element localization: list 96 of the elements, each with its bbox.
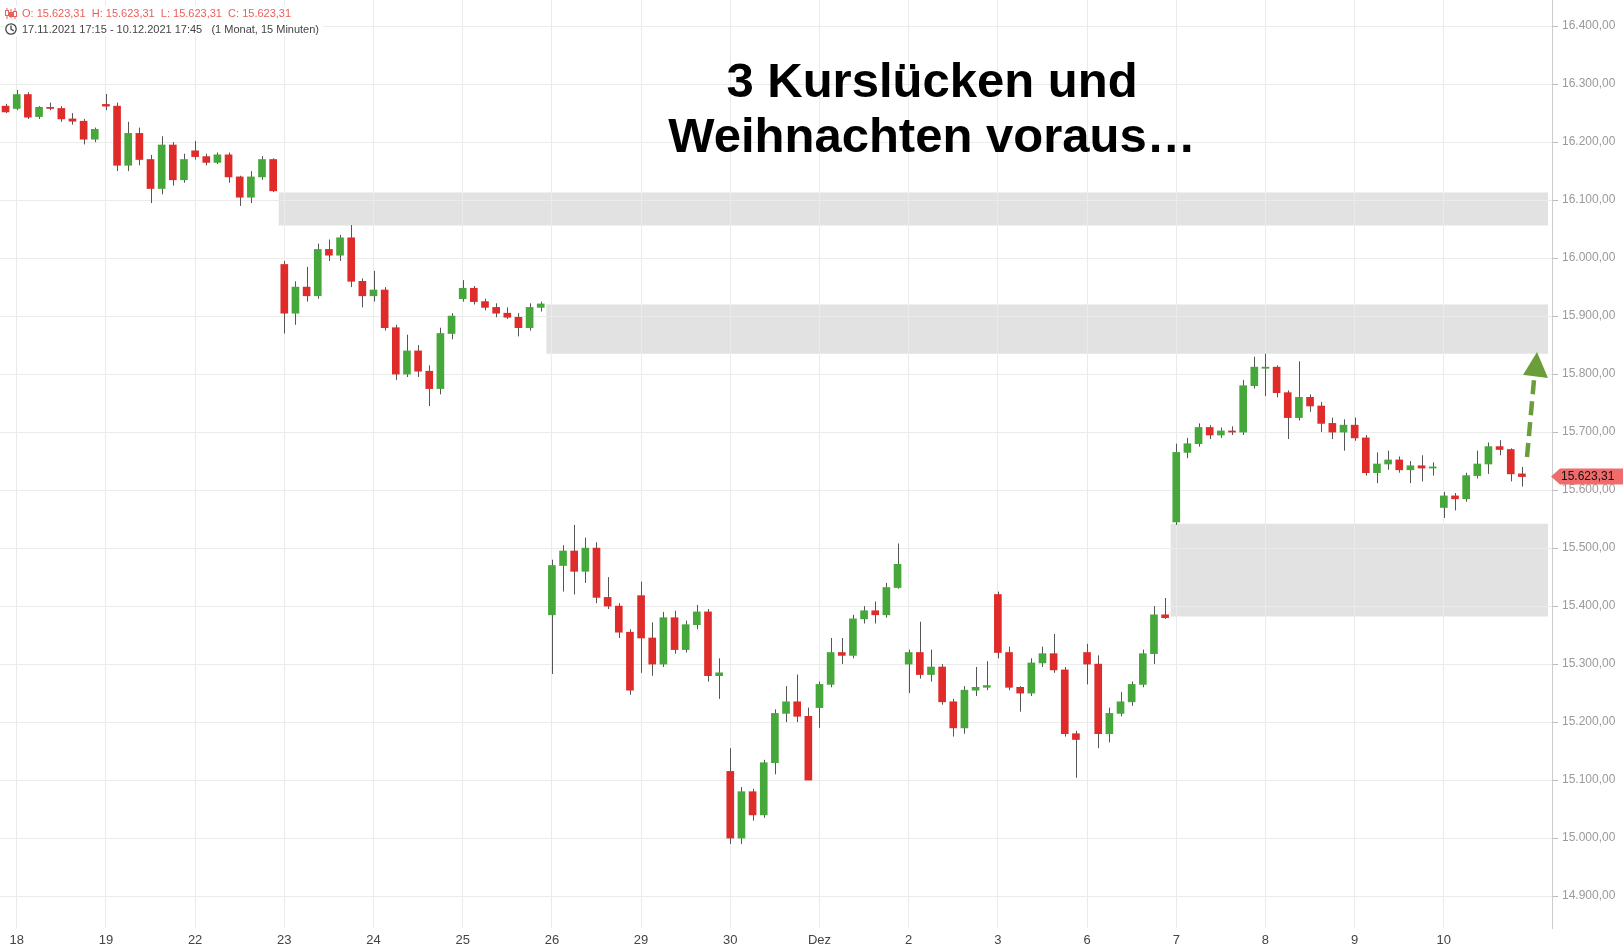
y-tick-label: 15.100,00 (1562, 772, 1616, 787)
candlestick (235, 175, 244, 207)
candlestick (258, 155, 266, 181)
candlestick (470, 285, 478, 305)
candlestick (414, 344, 422, 378)
candlestick (425, 364, 434, 407)
x-tick-label: 3 (994, 932, 1002, 948)
x-tick-label: 24 (366, 932, 381, 948)
x-tick-label: 25 (455, 932, 470, 948)
y-tick-label: 15.900,00 (1562, 308, 1616, 323)
y-tick-label: 15.300,00 (1562, 656, 1616, 671)
x-tick-label: 23 (277, 932, 292, 948)
candlestick (570, 524, 579, 595)
y-tick-label: 16.300,00 (1562, 76, 1616, 91)
candlestick (971, 666, 980, 697)
x-tick-label: 2 (905, 932, 913, 948)
candlestick (1072, 730, 1080, 779)
x-tick-label: 30 (723, 932, 738, 948)
candlestick (1161, 597, 1169, 620)
candlestick (325, 239, 333, 262)
x-tick-label: 8 (1261, 932, 1270, 948)
candlestick (1105, 707, 1114, 743)
y-tick-label: 15.700,00 (1562, 424, 1616, 439)
candlestick (247, 170, 255, 204)
candlestick (982, 660, 991, 691)
x-tick-label: 9 (1351, 932, 1359, 948)
candlestick (24, 91, 32, 120)
x-tick-label: 19 (98, 932, 114, 948)
candlestick (1049, 633, 1058, 674)
candlestick (1116, 691, 1125, 717)
candlestick (1417, 454, 1426, 482)
candlestick (525, 302, 534, 332)
y-tick-label: 14.900,00 (1562, 888, 1616, 903)
candlestick (1462, 472, 1470, 503)
y-tick-label: 15.000,00 (1562, 830, 1616, 845)
candlestick (358, 277, 367, 308)
candlestick (793, 674, 802, 723)
candlestick (1440, 491, 1448, 519)
candlestick (1473, 450, 1482, 479)
x-tick-label: 29 (633, 932, 649, 948)
x-tick-label: 22 (187, 932, 203, 948)
y-tick-label: 15.600,00 (1562, 482, 1616, 497)
x-tick-label: 6 (1083, 932, 1091, 948)
candlestick (1406, 460, 1415, 484)
candlestick (447, 312, 456, 340)
candlestick (1484, 442, 1493, 475)
candlestick (1250, 356, 1259, 390)
x-tick-label: Dez (807, 932, 832, 948)
candlestick (916, 621, 924, 680)
candlestick (715, 657, 723, 700)
y-tick-label: 16.400,00 (1562, 18, 1616, 33)
x-tick-label: 10 (1436, 932, 1452, 948)
candlestick (904, 649, 913, 694)
x-tick-label: 7 (1172, 932, 1180, 948)
y-tick-label: 15.500,00 (1562, 540, 1616, 555)
y-tick-label: 16.200,00 (1562, 134, 1616, 149)
candlestick (1038, 646, 1047, 668)
candlestick (12, 89, 21, 111)
candlestick (1373, 451, 1381, 484)
candlestick (1127, 681, 1136, 707)
candlestick (927, 649, 935, 682)
candlestick (815, 681, 824, 729)
candlestick (693, 604, 701, 630)
candlestick (336, 234, 344, 262)
candlestick (403, 334, 411, 378)
y-tick-label: 16.000,00 (1562, 250, 1616, 265)
text: 15.623,31 (1561, 469, 1615, 484)
candlestick (514, 312, 523, 337)
candlestick (581, 537, 590, 584)
candlestick (79, 118, 88, 145)
candlestick (180, 153, 188, 184)
y-tick-label: 16.100,00 (1562, 192, 1616, 207)
candlestick (837, 637, 846, 665)
y-tick-label: 15.200,00 (1562, 714, 1616, 729)
candlestick (1016, 685, 1024, 713)
x-tick-label: 26 (544, 932, 560, 948)
y-tick-label: 15.400,00 (1562, 598, 1616, 613)
candlestick (1083, 643, 1091, 685)
text: 3 Kurslücken und Weihnachten voraus… (667, 53, 1197, 163)
candlestick (748, 788, 757, 822)
candlestick (1261, 353, 1270, 397)
candlestick (559, 544, 567, 593)
candlestick (1518, 466, 1526, 488)
candlestick (1295, 360, 1303, 421)
candlestick (1194, 422, 1203, 448)
y-tick-label: 15.800,00 (1562, 366, 1616, 381)
candlestick (893, 542, 902, 590)
x-tick-label: 18 (9, 932, 24, 948)
annotation: O: 15.623,31 H: 15.623,31 L: 15.623,31 C: 15.623,31 (22, 6, 292, 20)
candlestick (1317, 401, 1326, 433)
annotation: 17.11.2021 17:15 - 10.12.2021 17:45 (1 Monat, 15 Minuten) (22, 22, 320, 36)
candlestick (871, 600, 880, 624)
candlestick (1183, 437, 1192, 459)
candlestick (458, 279, 467, 303)
candlestick (191, 140, 199, 160)
candlestick (782, 685, 790, 723)
